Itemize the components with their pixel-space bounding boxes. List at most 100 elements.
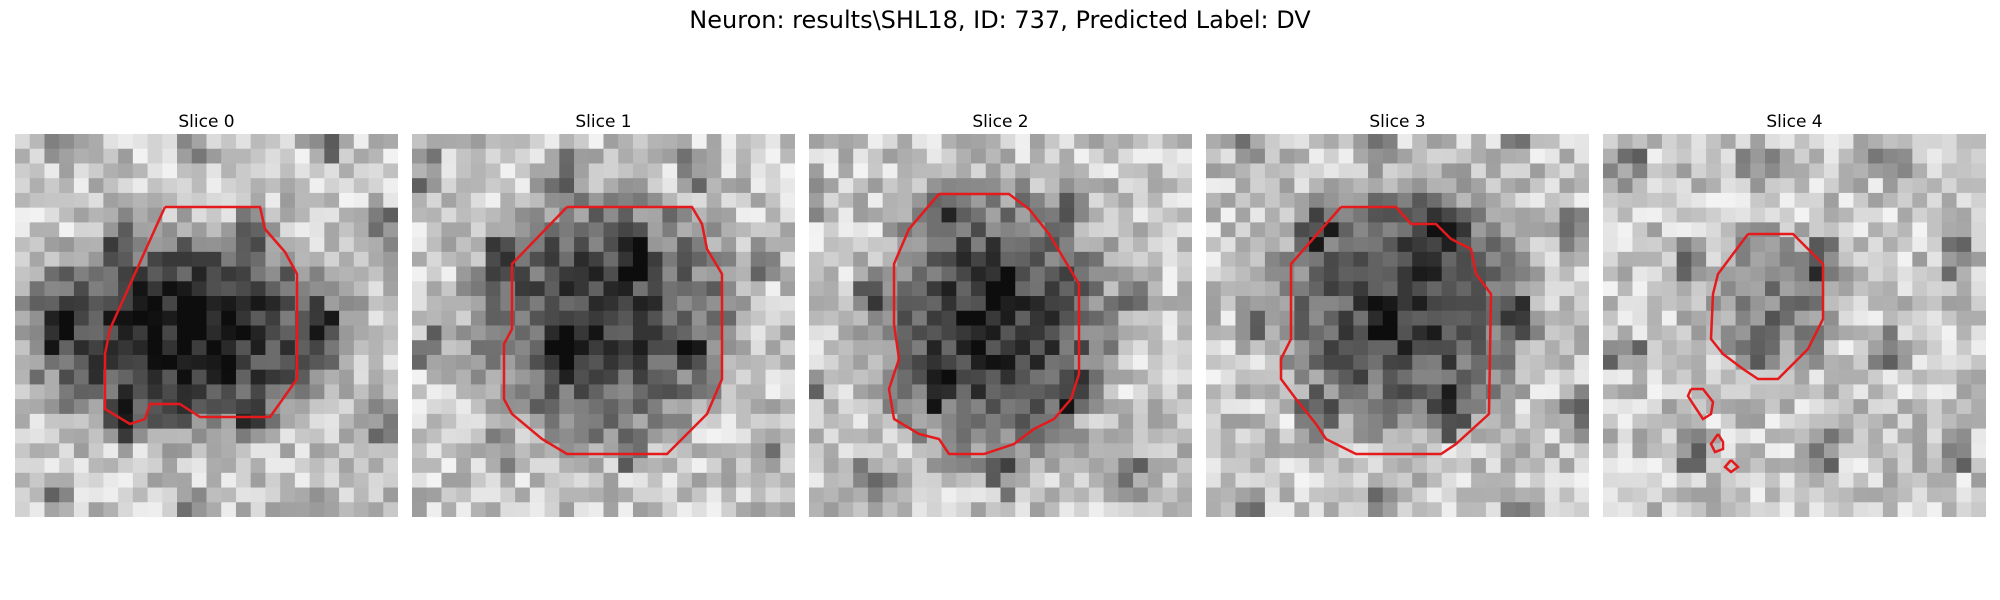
pixel <box>721 502 737 517</box>
pixel <box>1603 251 1619 268</box>
pixel <box>1559 413 1575 430</box>
pixel <box>985 134 1002 150</box>
pixel <box>677 487 693 503</box>
pixel <box>1515 413 1531 430</box>
pixel <box>177 340 193 356</box>
pixel <box>1000 472 1016 489</box>
pixel <box>250 163 267 179</box>
pixel <box>470 472 487 489</box>
pixel <box>206 443 222 459</box>
pixel <box>1823 134 1840 150</box>
pixel <box>1250 369 1266 386</box>
pixel <box>441 163 457 179</box>
pixel <box>1515 163 1531 179</box>
pixel <box>118 399 134 415</box>
pixel <box>500 134 516 150</box>
pixel <box>632 281 649 297</box>
pixel <box>677 443 693 459</box>
pixel <box>1647 325 1663 341</box>
pixel <box>1133 369 1149 386</box>
pixel <box>1735 134 1751 150</box>
pixel <box>177 325 193 341</box>
pixel <box>1353 487 1369 503</box>
pixel <box>632 296 649 312</box>
pixel <box>1941 163 1958 179</box>
pixel <box>15 251 31 268</box>
pixel <box>309 458 325 474</box>
pixel <box>632 251 649 268</box>
figure-title: Neuron: results\SHL18, ID: 737, Predicte… <box>689 6 1311 34</box>
pixel <box>1382 251 1399 268</box>
pixel <box>647 399 664 415</box>
pixel <box>1103 458 1119 474</box>
pixel <box>29 428 46 444</box>
pixel <box>29 413 46 430</box>
pixel <box>456 428 472 444</box>
pixel <box>809 237 825 253</box>
pixel <box>647 458 664 474</box>
pixel <box>956 310 972 327</box>
pixel <box>1927 178 1943 194</box>
pixel <box>353 458 370 474</box>
pixel <box>897 266 913 282</box>
pixel <box>1765 281 1781 297</box>
pixel <box>971 207 987 223</box>
pixel <box>574 134 590 150</box>
pixel <box>677 502 693 517</box>
pixel <box>1912 310 1928 327</box>
pixel <box>1000 281 1016 297</box>
pixel <box>647 340 664 356</box>
pixel <box>956 281 972 297</box>
pixel <box>221 340 237 356</box>
pixel <box>1147 340 1164 356</box>
pixel <box>1515 354 1531 371</box>
pixel <box>309 310 325 327</box>
pixel <box>721 354 737 371</box>
pixel <box>177 281 193 297</box>
pixel <box>1647 472 1663 489</box>
pixel <box>956 384 972 400</box>
pixel <box>823 487 840 503</box>
pixel <box>1250 325 1266 341</box>
pixel <box>1912 266 1928 282</box>
pixel <box>1661 413 1678 430</box>
pixel <box>324 222 340 238</box>
pixel <box>882 502 898 517</box>
pixel <box>1264 296 1281 312</box>
pixel <box>88 192 104 209</box>
pixel <box>294 296 311 312</box>
pixel <box>1882 134 1899 150</box>
pixel <box>1323 134 1340 150</box>
pixel <box>867 428 884 444</box>
pixel <box>1147 237 1164 253</box>
pixel <box>618 148 634 165</box>
pixel <box>882 192 898 209</box>
pixel <box>1015 458 1031 474</box>
pixel <box>353 296 370 312</box>
pixel <box>1530 325 1546 341</box>
pixel <box>603 369 619 386</box>
pixel <box>235 384 252 400</box>
pixel <box>529 443 546 459</box>
pixel <box>1647 428 1663 444</box>
pixel <box>941 148 957 165</box>
pixel <box>1720 443 1737 459</box>
pixel <box>1941 178 1958 194</box>
pixel <box>1426 251 1443 268</box>
pixel <box>1809 148 1825 165</box>
pixel <box>1676 310 1692 327</box>
pixel <box>1897 251 1913 268</box>
pixel <box>1235 502 1251 517</box>
pixel <box>280 296 296 312</box>
pixel <box>1206 384 1222 400</box>
pixel <box>1794 207 1810 223</box>
pixel <box>1956 443 1972 459</box>
pixel <box>1088 413 1105 430</box>
pixel <box>1868 310 1884 327</box>
pixel <box>1456 458 1472 474</box>
pixel <box>44 237 60 253</box>
pixel <box>1353 148 1369 165</box>
pixel <box>736 369 752 386</box>
pixel <box>309 178 325 194</box>
pixel <box>882 281 898 297</box>
